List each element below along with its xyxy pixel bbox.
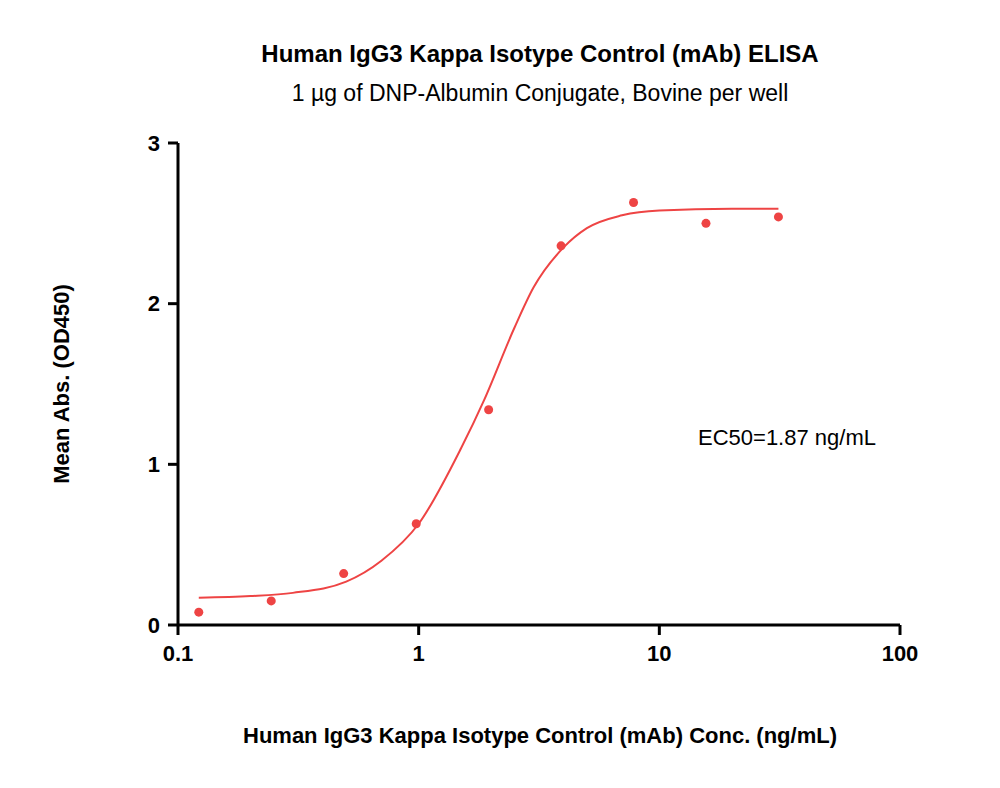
svg-text:0.1: 0.1 (163, 641, 194, 666)
html-text:EC50=1.87 ng/mL: EC50=1.87 ng/mL (698, 425, 876, 450)
html-text:1 µg of DNP-Albumin Conjugate,: 1 µg of DNP-Albumin Conjugate, Bovine pe… (291, 80, 789, 106)
html-text:Human IgG3 Kappa Isotype Contr: Human IgG3 Kappa Isotype Control (mAb) E… (261, 40, 819, 67)
svg-text:1: 1 (148, 452, 160, 477)
svg-text:1: 1 (413, 641, 425, 666)
svg-text:2: 2 (148, 291, 160, 316)
svg-text:3: 3 (148, 131, 160, 156)
svg-text:0: 0 (148, 613, 160, 638)
html-text:Mean Abs. (OD450): Mean Abs. (OD450) (49, 284, 74, 484)
html-text:Human IgG3 Kappa Isotype Contr: Human IgG3 Kappa Isotype Control (mAb) C… (243, 723, 837, 748)
svg-text:100: 100 (882, 641, 919, 666)
svg-text:10: 10 (647, 641, 671, 666)
